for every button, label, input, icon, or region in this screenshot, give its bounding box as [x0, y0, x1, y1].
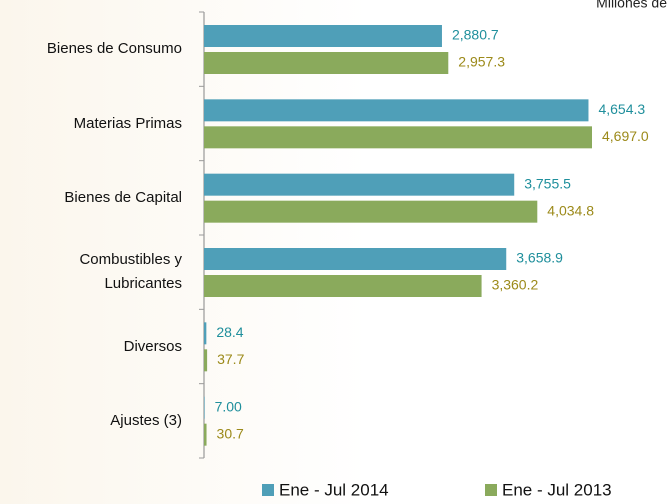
category-label: Materias Primas [73, 114, 182, 132]
legend-label: Ene - Jul 2014 [279, 480, 389, 499]
value-label: 3,360.2 [492, 277, 539, 293]
bar [204, 423, 207, 446]
bar [204, 25, 442, 47]
value-label: 4,034.8 [547, 202, 594, 218]
value-label: 3,658.9 [516, 250, 563, 266]
bar [204, 52, 449, 74]
bar [204, 322, 207, 345]
value-label: 37.7 [217, 351, 244, 367]
value-label: 3,755.5 [524, 175, 571, 191]
category-label: Diversos [123, 337, 182, 355]
legend-swatch [262, 484, 274, 496]
bar [204, 248, 507, 270]
category-label: Ajustes (3) [110, 411, 182, 429]
value-label: 7.00 [215, 398, 242, 414]
category-label: Bienes de Capital [64, 188, 182, 206]
subtitle: Millones de [596, 0, 667, 11]
bar [204, 349, 208, 372]
bar [204, 200, 538, 223]
legend-swatch [485, 484, 497, 496]
value-label: 30.7 [217, 425, 244, 441]
value-label: 4,654.3 [598, 101, 645, 117]
value-label: 28.4 [216, 324, 243, 340]
category-label: Combustibles y Lubricantes [79, 251, 182, 293]
bar [204, 173, 515, 196]
category-label: Bienes de Consumo [46, 40, 182, 58]
bar [204, 126, 592, 149]
bar [204, 275, 482, 297]
bar [204, 396, 205, 419]
legend-label: Ene - Jul 2013 [502, 480, 612, 499]
value-label: 4,697.0 [602, 128, 649, 144]
bar [204, 99, 589, 122]
value-label: 2,957.3 [458, 54, 505, 70]
value-label: 2,880.7 [452, 27, 499, 43]
